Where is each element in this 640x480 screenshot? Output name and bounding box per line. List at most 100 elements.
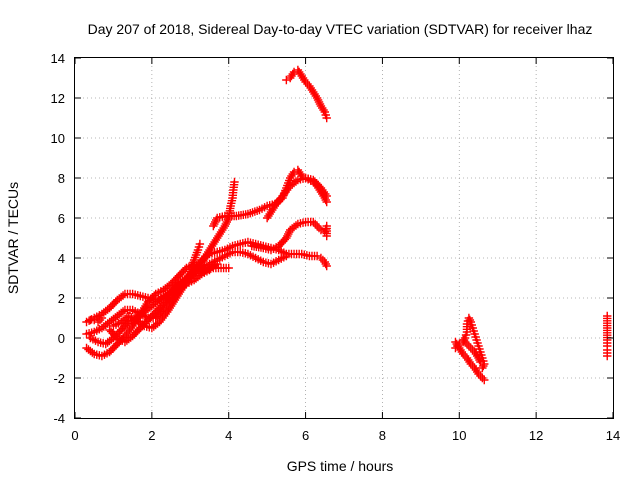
data-point	[282, 251, 291, 261]
data-point	[148, 311, 157, 320]
data-point	[171, 275, 180, 284]
x-tick-label: 10	[452, 428, 466, 443]
x-tick-label: 6	[302, 428, 309, 443]
data-point	[154, 304, 163, 313]
x-tick-label: 4	[225, 428, 232, 443]
data-point	[169, 276, 179, 285]
tick-marks	[74, 57, 614, 419]
data-point	[111, 297, 120, 306]
data-point	[179, 267, 188, 276]
data-point	[109, 299, 119, 308]
data-point	[162, 296, 171, 305]
x-tick-label: 0	[71, 428, 78, 443]
data-point	[478, 363, 487, 373]
plot-frame	[74, 57, 614, 419]
data-point	[106, 302, 116, 311]
data-point	[168, 278, 177, 287]
data-point	[116, 325, 126, 335]
data-point	[153, 306, 162, 315]
data-point	[146, 312, 156, 321]
y-tick-label: 6	[58, 211, 65, 226]
data-point	[195, 239, 205, 249]
data-point	[276, 240, 285, 249]
data-point	[166, 279, 176, 289]
data-point	[106, 346, 116, 355]
data-point	[146, 294, 156, 303]
data-point	[177, 268, 187, 277]
data-point	[111, 341, 120, 350]
grid	[75, 58, 613, 418]
data-point	[143, 315, 153, 325]
data-point	[105, 303, 114, 313]
data-point	[115, 327, 124, 336]
data-point	[108, 344, 117, 353]
data-point	[165, 293, 174, 302]
data-point	[322, 231, 331, 241]
data-point	[176, 270, 185, 279]
data-point	[128, 331, 137, 341]
data-point	[145, 296, 154, 305]
data-point	[143, 297, 153, 307]
data-point	[119, 322, 129, 331]
data-point	[205, 265, 214, 275]
data-point	[133, 327, 142, 336]
x-tick-label: 8	[379, 428, 386, 443]
y-tick-label: 2	[58, 291, 65, 306]
data-point	[148, 293, 157, 302]
data-point	[230, 177, 239, 187]
chart-title: Day 207 of 2018, Sidereal Day-to-day VTE…	[88, 21, 593, 37]
data-point	[156, 303, 165, 312]
y-tick-labels: -4 -2 0 2 4 6 8 10 12 14	[51, 51, 65, 426]
data-point	[174, 271, 183, 281]
data-point	[121, 321, 130, 330]
x-tick-label: 12	[529, 428, 543, 443]
data-point	[106, 327, 116, 336]
data-point	[129, 330, 139, 339]
data-point	[108, 300, 117, 309]
y-tick-label: 8	[58, 171, 65, 186]
data-point	[149, 309, 159, 318]
y-tick-label: 0	[58, 331, 65, 346]
data-point	[159, 299, 168, 309]
data-point	[105, 347, 114, 357]
data-point	[131, 328, 140, 337]
y-tick-label: 12	[51, 91, 65, 106]
y-tick-label: 14	[51, 51, 65, 66]
data-point	[134, 325, 143, 334]
data-point	[312, 179, 321, 188]
x-tick-label: 14	[606, 428, 620, 443]
y-tick-label: 4	[58, 251, 65, 266]
data-point	[322, 261, 331, 271]
data-point	[313, 180, 323, 189]
data-point	[108, 329, 117, 338]
data-point	[279, 237, 288, 246]
data-point	[310, 177, 319, 186]
x-tick-labels: 0 2 4 6 8 10 12 14	[71, 428, 620, 443]
data-point	[109, 330, 119, 339]
data-point	[476, 357, 485, 367]
data-point	[157, 301, 167, 310]
data-point	[118, 324, 127, 333]
data-point	[309, 175, 318, 185]
data-point	[151, 307, 160, 317]
data-point	[145, 314, 154, 323]
y-axis-label: SDTVAR / TECUs	[5, 182, 21, 294]
y-tick-label: -4	[53, 411, 65, 426]
x-tick-label: 2	[148, 428, 155, 443]
y-tick-label: 10	[51, 131, 65, 146]
data-point	[480, 375, 489, 385]
data-point	[277, 238, 286, 247]
data-point	[173, 273, 182, 282]
data-point	[109, 343, 119, 352]
data-point	[160, 298, 170, 307]
data-point	[163, 295, 173, 304]
data-point	[224, 263, 233, 273]
data-point	[322, 191, 331, 201]
x-axis-label: GPS time / hours	[287, 458, 394, 474]
data-point	[97, 313, 107, 323]
data-point	[105, 325, 114, 335]
data-point	[212, 259, 222, 269]
y-tick-label: -2	[53, 371, 65, 386]
data-point	[603, 351, 612, 361]
